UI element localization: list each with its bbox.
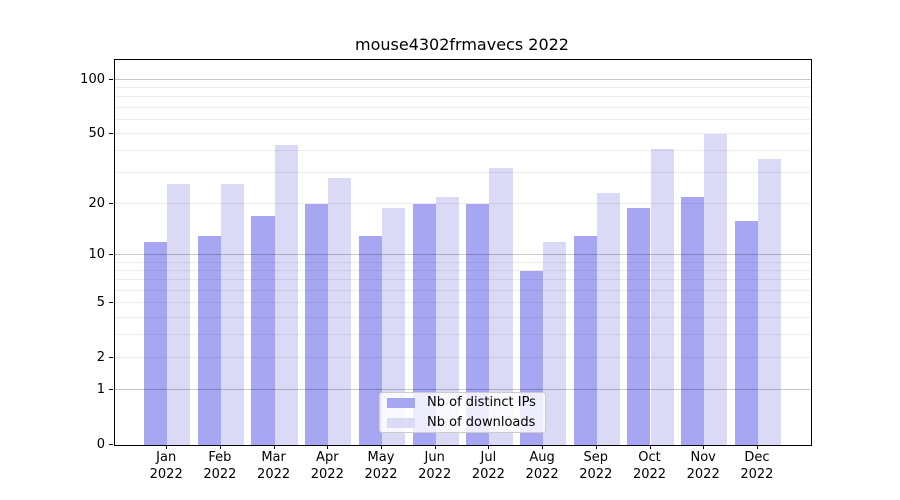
bar-ips-jun xyxy=(412,204,436,445)
bar-downloads-apr xyxy=(328,178,352,445)
bar-ips-nov xyxy=(681,196,705,445)
legend-swatch xyxy=(387,397,415,408)
bar-downloads-jun xyxy=(435,196,459,445)
legend: Nb of distinct IPs Nb of downloads xyxy=(379,392,546,433)
gridline-minor xyxy=(115,106,811,108)
bar-ips-apr xyxy=(305,204,329,445)
gridline-minor xyxy=(115,270,811,272)
y-tick-mark xyxy=(109,203,113,204)
x-tick-mark xyxy=(756,445,758,449)
legend-swatch xyxy=(387,417,415,428)
y-tick-mark xyxy=(109,132,113,134)
y-tick-mark xyxy=(109,78,113,80)
legend-item: Nb of distinct IPs xyxy=(380,394,545,411)
bar-downloads-jan xyxy=(167,184,191,445)
x-tick-label: May 2022 xyxy=(364,450,398,482)
bars-layer xyxy=(115,60,811,445)
y-tick-label: 20 xyxy=(88,196,105,211)
plot-area xyxy=(114,59,812,446)
gridline-major xyxy=(115,254,811,256)
chart-title: mouse4302frmavecs 2022 xyxy=(355,35,569,54)
gridline-major xyxy=(115,389,811,391)
x-tick-mark xyxy=(542,445,544,449)
gridline-minor xyxy=(115,172,811,174)
y-tick-label: 0 xyxy=(96,437,105,452)
gridline-minor xyxy=(115,289,811,291)
bar-downloads-may xyxy=(382,207,406,445)
bar-ips-feb xyxy=(197,236,221,445)
bar-downloads-sep xyxy=(596,193,620,445)
x-tick-label: Dec 2022 xyxy=(740,450,774,482)
x-tick-mark xyxy=(166,445,168,449)
bar-ips-dec xyxy=(734,220,758,445)
bar-downloads-dec xyxy=(757,159,782,445)
bar-ips-jan xyxy=(144,241,168,445)
y-tick-label: 5 xyxy=(96,295,105,311)
bar-ips-sep xyxy=(573,236,597,445)
gridline-minor xyxy=(115,86,811,88)
x-tick-mark xyxy=(434,445,436,449)
y-tick-label: 10 xyxy=(88,247,105,263)
legend-item: Nb of downloads xyxy=(380,414,545,431)
gridline-minor xyxy=(115,118,811,120)
gridline-minor xyxy=(115,132,811,134)
gridline-major xyxy=(115,78,811,80)
y-tick-label: 1 xyxy=(96,382,105,398)
x-tick-label: Mar 2022 xyxy=(257,450,291,482)
x-tick-mark xyxy=(327,445,329,449)
grid-layer xyxy=(115,60,811,445)
gridline-minor xyxy=(115,279,811,281)
bar-ips-oct xyxy=(627,207,651,445)
x-tick-label: Apr 2022 xyxy=(310,450,344,482)
gridline-minor xyxy=(115,316,811,318)
y-tick-mark xyxy=(109,302,113,304)
gridline-minor xyxy=(115,203,811,205)
bar-ips-mar xyxy=(251,216,275,445)
x-tick-mark xyxy=(595,445,597,449)
y-tick-mark xyxy=(109,357,113,359)
gridline-minor xyxy=(115,302,811,304)
gridline-minor xyxy=(115,334,811,336)
x-tick-mark xyxy=(649,445,651,449)
bar-downloads-nov xyxy=(704,133,728,445)
x-tick-label: Jan 2022 xyxy=(149,450,183,482)
bar-downloads-aug xyxy=(543,241,567,445)
y-tick-label: 2 xyxy=(96,350,105,366)
gridline-minor xyxy=(115,96,811,98)
y-tick-label: 50 xyxy=(88,125,105,141)
x-tick-mark xyxy=(488,445,490,449)
x-tick-label: Aug 2022 xyxy=(525,450,559,482)
x-tick-label: Jul 2022 xyxy=(471,450,505,482)
x-tick-mark xyxy=(381,445,382,449)
gridline-minor xyxy=(115,357,811,359)
x-tick-label: Feb 2022 xyxy=(203,450,237,482)
x-tick-mark xyxy=(703,445,705,449)
bar-downloads-feb xyxy=(220,184,245,445)
y-tick-mark xyxy=(109,444,113,445)
legend-label: Nb of downloads xyxy=(427,415,536,430)
x-tick-mark xyxy=(273,445,275,449)
gridline-minor xyxy=(115,150,811,152)
x-tick-label: Nov 2022 xyxy=(686,450,720,482)
bar-ips-jul xyxy=(466,204,490,445)
y-tick-label: 100 xyxy=(80,71,105,87)
x-tick-mark xyxy=(219,445,221,449)
bar-ips-may xyxy=(358,236,382,445)
bar-downloads-oct xyxy=(650,149,674,445)
y-tick-mark xyxy=(109,254,113,256)
gridline-minor xyxy=(115,261,811,263)
x-tick-label: Oct 2022 xyxy=(632,450,667,482)
bar-downloads-jul xyxy=(489,168,513,445)
y-tick-mark xyxy=(109,389,113,391)
x-tick-label: Jun 2022 xyxy=(418,450,452,482)
legend-label: Nb of distinct IPs xyxy=(427,395,536,410)
bar-downloads-mar xyxy=(274,145,298,445)
x-tick-label: Sep 2022 xyxy=(579,450,613,482)
